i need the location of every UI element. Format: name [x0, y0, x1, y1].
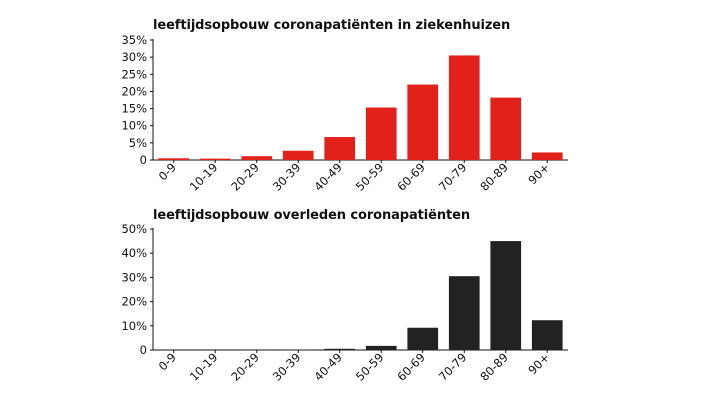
hospital-x-tick-label: 60-69: [394, 160, 428, 194]
hospital-y-tick-label: 15%: [121, 102, 147, 116]
hospital-chart-title: leeftijdsopbouw coronapatiënten in zieke…: [153, 18, 511, 33]
deaths-bar-40-49: [324, 348, 356, 350]
deaths-x-tick-label: 30-39: [270, 350, 304, 384]
deaths-x-tick-label: 0-9: [156, 350, 179, 373]
deaths-bar-60-69: [407, 327, 439, 350]
hospital-bar-20-29: [241, 156, 273, 160]
hospital-x-tick-label: 20-29: [228, 160, 262, 194]
hospital-y-tick-label: 20%: [121, 84, 147, 98]
hospital-bar-40-49: [324, 137, 356, 160]
hospital-y-tick-label: 0: [140, 153, 147, 167]
hospital-chart: 35% 30% 25% 20% 15% 10% 5% 0 0-9 10-19 20-29 30-39 4…: [121, 33, 568, 194]
hospital-x-tick-label: 0-9: [156, 160, 179, 183]
deaths-y-tick-label: 50%: [121, 222, 147, 236]
deaths-x-tick-label: 10-19: [187, 350, 221, 384]
hospital-y-tick-label: 10%: [121, 119, 147, 133]
hospital-x-tick-label: 70-79: [436, 160, 470, 194]
hospital-bar-70-79: [448, 55, 480, 160]
deaths-chart: 50% 40% 30% 20% 10% 0 0-9 10-19 20-29 30-39 40-49 5…: [121, 222, 568, 384]
hospital-x-tick-label: 80-89: [477, 160, 511, 194]
hospital-y-tick-label: 25%: [121, 67, 147, 81]
deaths-bar-90+: [531, 320, 563, 350]
deaths-y-tick-label: 20%: [121, 295, 147, 309]
hospital-x-tick-label: 10-19: [187, 160, 221, 194]
hospital-bar-60-69: [407, 84, 439, 160]
hospital-bar-10-19: [199, 158, 231, 160]
deaths-x-tick-label: 50-59: [353, 350, 387, 384]
hospital-x-tick-label: 90+: [525, 160, 552, 187]
deaths-y-tick-label: 0: [140, 343, 147, 357]
deaths-x-tick-label: 70-79: [436, 350, 470, 384]
hospital-y-tick-label: 5%: [129, 136, 147, 150]
hospital-bar-50-59: [365, 107, 397, 160]
deaths-bar-70-79: [448, 276, 480, 350]
deaths-x-tick-label: 20-29: [228, 350, 262, 384]
hospital-bar-30-39: [282, 150, 314, 160]
hospital-x-tick-label: 40-49: [311, 160, 345, 194]
deaths-y-tick-label: 30%: [121, 270, 147, 284]
deaths-y-tick-label: 40%: [121, 246, 147, 260]
hospital-bar-0-9: [158, 158, 190, 160]
deaths-x-tick-label: 90+: [525, 350, 552, 377]
deaths-chart-title: leeftijdsopbouw overleden coronapatiënte…: [153, 208, 471, 223]
hospital-x-tick-label: 50-59: [353, 160, 387, 194]
hospital-bar-90+: [531, 152, 563, 160]
deaths-bar-80-89: [490, 241, 522, 350]
hospital-y-tick-label: 35%: [121, 33, 147, 47]
deaths-x-tick-label: 40-49: [311, 350, 345, 384]
hospital-bar-80-89: [490, 97, 522, 160]
hospital-y-tick-label: 30%: [121, 50, 147, 64]
deaths-bar-50-59: [365, 345, 397, 350]
deaths-x-tick-label: 80-89: [477, 350, 511, 384]
deaths-x-tick-label: 60-69: [394, 350, 428, 384]
deaths-y-tick-label: 10%: [121, 319, 147, 333]
hospital-x-tick-label: 30-39: [270, 160, 304, 194]
